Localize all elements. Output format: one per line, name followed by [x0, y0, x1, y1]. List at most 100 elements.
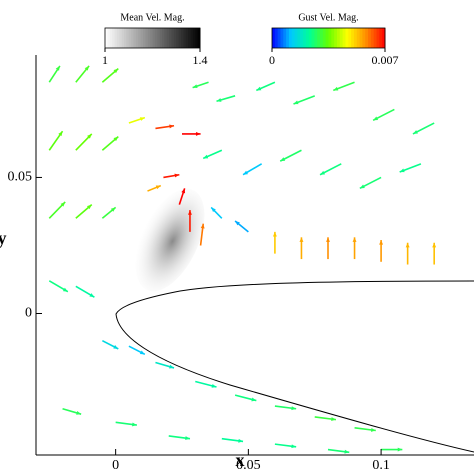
mean-velocity-field — [135, 188, 205, 292]
arrow-head — [238, 438, 244, 443]
colorbar-cell — [368, 28, 372, 48]
arrow-head — [58, 131, 63, 137]
arrow-head — [110, 207, 116, 212]
colorbar-tick-label: 1 — [102, 53, 108, 67]
airfoil-body — [116, 281, 474, 455]
colorbar-cell — [300, 28, 304, 48]
arrow-head — [243, 170, 249, 175]
arrow-head — [299, 237, 304, 242]
arrow-head — [412, 130, 418, 134]
arrow-head — [60, 201, 66, 207]
arrow-head — [432, 242, 437, 248]
arrow-head — [195, 131, 201, 136]
arrow-head — [174, 173, 180, 178]
colorbar-cell — [303, 28, 307, 48]
arrow-head — [192, 84, 198, 89]
colorbar-cell — [342, 28, 346, 48]
arrow-head — [89, 293, 95, 298]
colorbar-cell — [126, 28, 130, 48]
colorbar-cell — [382, 28, 386, 48]
colorbar-cell — [339, 28, 344, 48]
colorbar-cell — [370, 28, 375, 48]
colorbar-cell — [376, 28, 380, 48]
arrow-head — [352, 237, 357, 242]
colorbar-cell — [107, 28, 111, 48]
colorbar-title: Mean Vel. Mag. — [120, 12, 184, 23]
colorbar-cell — [147, 28, 151, 48]
y-tick-label: 0.05 — [8, 170, 33, 185]
colorbar-cell — [274, 28, 279, 48]
arrow-head — [216, 98, 222, 102]
colorbar-cell — [280, 28, 284, 48]
colorbar-tick-label: 0 — [269, 53, 275, 67]
arrow-head — [280, 157, 286, 162]
arrow-head — [86, 204, 92, 210]
arrow-head — [200, 223, 205, 229]
colorbar-cell — [331, 28, 335, 48]
colorbar-cell — [362, 28, 366, 48]
arrow-head — [359, 184, 365, 189]
arrow-head — [169, 364, 175, 369]
arrow-head — [291, 444, 297, 449]
colorbar-cell — [176, 28, 180, 48]
colorbar-cell — [119, 28, 123, 48]
arrow-head — [84, 65, 90, 71]
colorbar-cell — [128, 28, 132, 48]
colorbar-cell — [317, 28, 321, 48]
y-tick-label: 0 — [25, 306, 32, 321]
colorbar-cell — [297, 28, 301, 48]
colorbar-cell — [152, 28, 156, 48]
colorbar-cell — [140, 28, 144, 48]
arrow-head — [113, 68, 119, 74]
colorbar-cell — [190, 28, 194, 48]
colorbar-cell — [173, 28, 177, 48]
arrow-head — [113, 136, 119, 142]
colorbar-cell — [159, 28, 163, 48]
colorbar-cell — [322, 28, 327, 48]
colorbar-cell — [169, 28, 172, 48]
colorbar-cell — [138, 28, 142, 48]
colorbar-cell — [356, 28, 361, 48]
colorbar-cell — [164, 28, 168, 48]
arrow-head — [326, 237, 330, 242]
colorbar-cell — [359, 28, 363, 48]
colorbar-cell — [112, 28, 115, 48]
arrow-head — [132, 422, 137, 427]
y-axis-label: y — [0, 228, 7, 248]
colorbar-cell — [348, 28, 352, 48]
colorbar-cell — [325, 28, 329, 48]
colorbar-cell — [116, 28, 120, 48]
colorbar-cell — [124, 28, 127, 48]
arrow-head — [211, 383, 217, 388]
airfoil-surface — [115, 280, 474, 453]
colorbar-tick-label: 1.4 — [193, 53, 208, 67]
vector-field — [48, 65, 437, 454]
arrow-head — [139, 117, 145, 121]
arrow-head — [203, 154, 209, 159]
arrow-head — [181, 188, 186, 194]
arrow-head — [211, 207, 216, 213]
arrow-head — [139, 350, 145, 355]
colorbar-title: Gust Vel. Mag. — [298, 12, 358, 23]
colorbar-cell — [291, 28, 296, 48]
colorbar-cell — [154, 28, 158, 48]
arrow-head — [397, 447, 403, 452]
colorbar-cell — [188, 28, 191, 48]
colorbar-cell — [133, 28, 137, 48]
arrow-head — [344, 449, 350, 454]
arrow-head — [235, 220, 240, 226]
colorbar-cell — [351, 28, 355, 48]
colorbar-cell — [286, 28, 290, 48]
colorbar-cell — [171, 28, 175, 48]
colorbar-cell — [308, 28, 313, 48]
colorbar-cell — [105, 28, 108, 48]
colorbar-cell — [272, 28, 276, 48]
arrow-head — [62, 287, 68, 292]
colorbar-cell — [334, 28, 338, 48]
colorbar-cell — [277, 28, 281, 48]
colorbar-cell — [183, 28, 187, 48]
colorbar-cell — [109, 28, 113, 48]
arrow-head — [405, 242, 410, 248]
colorbar-cell — [365, 28, 369, 48]
